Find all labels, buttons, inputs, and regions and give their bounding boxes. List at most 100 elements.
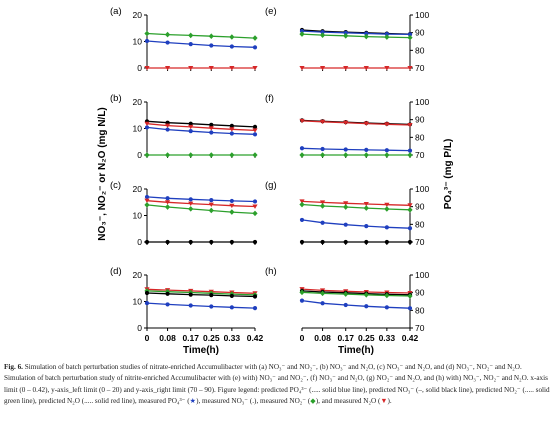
data-point bbox=[407, 306, 413, 311]
series-line bbox=[301, 203, 411, 211]
data-point bbox=[188, 121, 193, 126]
panel-g: (g) 70 80 90 100 bbox=[265, 180, 429, 247]
data-point bbox=[208, 152, 214, 158]
y-tick-label: 100 bbox=[415, 10, 429, 20]
data-point bbox=[299, 31, 305, 37]
x-axis-title: Time(h) bbox=[183, 345, 219, 356]
data-point bbox=[165, 291, 170, 296]
series-line bbox=[146, 126, 256, 135]
data-point bbox=[229, 203, 235, 209]
data-point bbox=[252, 204, 258, 209]
data-point bbox=[364, 239, 369, 245]
data-point bbox=[229, 34, 235, 40]
y-tick-label: 20 bbox=[133, 10, 143, 20]
caption-label: Fig. 6. bbox=[4, 363, 23, 371]
data-point bbox=[319, 66, 326, 71]
panel-h: (h) 70 80 90 100 0 0.08 0.17 0.25 0.33 0.42 bbox=[265, 266, 429, 343]
y-tick-label: 20 bbox=[133, 184, 143, 194]
y-tick-label: 0 bbox=[137, 63, 142, 73]
data-point bbox=[144, 121, 150, 127]
panel-label: (f) bbox=[265, 93, 274, 104]
series-line bbox=[301, 200, 411, 206]
series-line bbox=[301, 30, 411, 36]
panel-c: (c) 0 10 20 bbox=[110, 180, 258, 247]
data-point bbox=[299, 118, 305, 124]
data-point bbox=[144, 152, 150, 158]
panel-e: (e) 70 80 90 100 bbox=[265, 6, 429, 73]
data-point bbox=[319, 203, 326, 209]
series-line bbox=[146, 123, 256, 132]
data-point bbox=[320, 239, 325, 245]
data-point bbox=[319, 32, 326, 38]
y-tick-label: 0 bbox=[137, 150, 142, 160]
data-point bbox=[299, 217, 305, 223]
data-point bbox=[209, 304, 214, 309]
data-point bbox=[165, 239, 170, 245]
y-tick-label: 0 bbox=[137, 323, 142, 333]
data-point bbox=[299, 28, 305, 34]
data-point bbox=[188, 32, 194, 39]
data-point bbox=[320, 220, 325, 225]
triangle-icon: ▼ bbox=[380, 396, 388, 405]
x-tick-label: 0.42 bbox=[247, 333, 264, 343]
data-point bbox=[384, 305, 389, 310]
data-point bbox=[252, 35, 258, 41]
y-tick-label: 90 bbox=[415, 202, 425, 212]
data-point bbox=[343, 30, 348, 35]
data-point bbox=[208, 126, 214, 131]
x-tick-label: 0.25 bbox=[203, 333, 220, 343]
series-line bbox=[146, 120, 256, 128]
data-point bbox=[343, 66, 349, 71]
series-line bbox=[146, 200, 256, 208]
x-tick-label: 0.33 bbox=[379, 333, 396, 343]
data-point bbox=[364, 224, 369, 229]
data-point bbox=[407, 34, 413, 41]
data-point bbox=[144, 30, 150, 37]
data-point bbox=[188, 66, 194, 71]
data-point bbox=[188, 124, 194, 130]
data-point bbox=[343, 147, 348, 152]
data-point bbox=[364, 31, 369, 36]
data-point bbox=[144, 66, 150, 71]
data-point bbox=[229, 293, 234, 299]
data-point bbox=[320, 301, 325, 306]
data-point bbox=[320, 30, 325, 35]
data-point bbox=[252, 152, 258, 158]
series-line bbox=[146, 204, 256, 215]
panel-a: (a) 0 10 20 bbox=[110, 6, 258, 73]
panel-label: (g) bbox=[265, 180, 277, 191]
data-point bbox=[144, 300, 150, 306]
series-line bbox=[146, 40, 256, 48]
data-point bbox=[144, 290, 150, 296]
data-point bbox=[229, 66, 235, 71]
data-point bbox=[363, 66, 369, 71]
figure-caption: Fig. 6. Simulation of batch perturbation… bbox=[4, 362, 550, 407]
caption-text-2: ), measured NO₃⁻ (.), measured NO₂⁻ ( bbox=[196, 396, 311, 405]
y-tick-label: 90 bbox=[415, 28, 425, 38]
data-point bbox=[209, 43, 214, 48]
x-axis-title: Time(h) bbox=[338, 345, 374, 356]
panel-label: (b) bbox=[110, 93, 122, 104]
panel-f: (f) 70 80 90 100 bbox=[265, 93, 429, 160]
data-point bbox=[343, 33, 349, 39]
data-point bbox=[209, 198, 214, 203]
data-point bbox=[384, 225, 389, 230]
data-point bbox=[252, 66, 258, 71]
series-line bbox=[146, 32, 256, 39]
data-point bbox=[229, 152, 235, 158]
data-point bbox=[208, 207, 214, 214]
data-point bbox=[208, 33, 214, 39]
x-tick-label: 0.33 bbox=[224, 333, 241, 343]
data-point bbox=[229, 127, 235, 132]
data-point bbox=[229, 123, 234, 128]
data-point bbox=[164, 152, 171, 158]
data-point bbox=[209, 239, 214, 245]
data-point bbox=[299, 239, 305, 245]
data-point bbox=[384, 148, 389, 153]
panel-label: (c) bbox=[110, 180, 121, 191]
y-tick-label: 0 bbox=[137, 237, 142, 247]
data-point bbox=[188, 239, 193, 245]
x-tick-label: 0.42 bbox=[402, 333, 419, 343]
data-point bbox=[252, 124, 258, 130]
y-tick-label: 70 bbox=[415, 63, 425, 73]
